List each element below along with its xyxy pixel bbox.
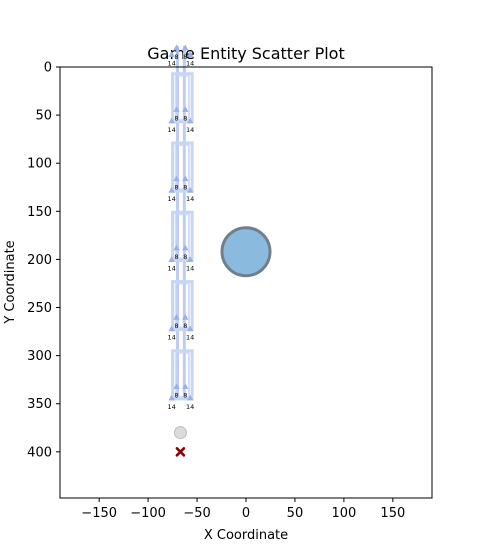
y-axis-ticks: 0 50 100 150 200 250 300 350 400 bbox=[27, 61, 60, 460]
entity-marker bbox=[168, 394, 175, 401]
entity-marker bbox=[168, 256, 175, 262]
tile-inner-box bbox=[174, 144, 191, 191]
marker-label: 14 bbox=[186, 59, 194, 67]
y-tick-label: 400 bbox=[27, 445, 52, 460]
entity-marker bbox=[168, 186, 175, 193]
entity-marker bbox=[173, 106, 180, 112]
marker-label: 8 bbox=[174, 391, 178, 399]
entity-marker bbox=[187, 186, 194, 193]
entity-marker bbox=[168, 325, 175, 332]
marker-label: 14 bbox=[167, 403, 175, 411]
tile-box bbox=[171, 141, 194, 193]
marker-label: 8 bbox=[183, 322, 187, 330]
entity-marker bbox=[182, 383, 189, 389]
x-tick-label: 100 bbox=[331, 506, 356, 521]
entity-marker bbox=[187, 256, 194, 262]
marker-label: 14 bbox=[167, 264, 175, 272]
y-tick-label: 100 bbox=[27, 157, 52, 172]
entity-marker bbox=[182, 244, 189, 251]
entity-marker bbox=[173, 175, 180, 182]
y-tick-label: 300 bbox=[27, 349, 52, 364]
tile-inner-box bbox=[174, 282, 191, 329]
plot-content: 8 814 148 814 148 814 148 814 148 814 148 814 14 bbox=[167, 44, 272, 457]
entity-marker bbox=[173, 383, 180, 389]
y-tick-label: 150 bbox=[27, 205, 52, 220]
tile-inner-box bbox=[174, 351, 191, 398]
x-tick-label: 150 bbox=[380, 506, 405, 521]
tile-box bbox=[171, 280, 194, 332]
entity-marker bbox=[182, 106, 189, 112]
tile-box bbox=[171, 349, 194, 401]
y-tick-label: 200 bbox=[27, 253, 52, 268]
ghost-point bbox=[173, 426, 187, 440]
x-axis-label: X Coordinate bbox=[204, 528, 288, 543]
marker-label: 8 bbox=[183, 184, 187, 192]
y-tick-label: 350 bbox=[27, 397, 52, 412]
marker-label: 14 bbox=[167, 59, 175, 67]
marker-label: 14 bbox=[167, 334, 175, 342]
entity-marker bbox=[187, 51, 194, 58]
entity-marker bbox=[187, 325, 194, 332]
entity-marker bbox=[187, 117, 194, 124]
entity-marker bbox=[168, 117, 175, 124]
chart-title: Game Entity Scatter Plot bbox=[147, 44, 344, 63]
entity-marker bbox=[168, 51, 175, 58]
marker-label: 8 bbox=[174, 53, 178, 61]
marker-label: 8 bbox=[174, 322, 178, 330]
marker-label: 14 bbox=[186, 264, 194, 272]
marker-label: 8 bbox=[183, 114, 187, 122]
entity-marker bbox=[173, 244, 180, 251]
marker-label: 14 bbox=[186, 403, 194, 411]
x-tick-label: 50 bbox=[287, 506, 304, 521]
player-circle bbox=[220, 226, 272, 278]
marker-label: 8 bbox=[183, 391, 187, 399]
y-axis-label: Y Coordinate bbox=[3, 240, 18, 324]
axes-frame bbox=[59, 66, 433, 499]
y-tick-label: 250 bbox=[27, 301, 52, 316]
tile-inner-box bbox=[174, 213, 191, 260]
marker-label: 14 bbox=[167, 195, 175, 203]
marker-label: 14 bbox=[186, 126, 194, 134]
x-tick-label: −150 bbox=[81, 506, 117, 521]
marker-label: 14 bbox=[186, 334, 194, 342]
marker-label: 14 bbox=[186, 195, 194, 203]
entity-marker bbox=[173, 313, 180, 320]
y-tick-label: 50 bbox=[35, 109, 52, 124]
x-tick-label: 0 bbox=[242, 506, 250, 521]
y-tick-label: 0 bbox=[44, 61, 52, 76]
entity-marker bbox=[173, 44, 180, 51]
marker-label: 8 bbox=[174, 114, 178, 122]
tile-inner-box bbox=[174, 74, 191, 121]
x-tick-label: −100 bbox=[130, 506, 166, 521]
tile-box bbox=[171, 210, 194, 262]
x-axis-ticks: −150 −100 −50 0 50 100 150 bbox=[81, 498, 405, 521]
marker-label: 8 bbox=[183, 253, 187, 261]
entity-marker bbox=[187, 394, 194, 401]
marker-label: 8 bbox=[174, 184, 178, 192]
entity-marker bbox=[182, 313, 189, 320]
entity-marker bbox=[182, 175, 189, 182]
tile-box bbox=[171, 72, 194, 124]
entity-marker bbox=[182, 44, 189, 51]
marker-label: 8 bbox=[183, 53, 187, 61]
marker-label: 8 bbox=[174, 253, 178, 261]
x-tick-label: −50 bbox=[183, 506, 210, 521]
marker-label: 14 bbox=[167, 126, 175, 134]
cross-marker bbox=[175, 447, 186, 457]
